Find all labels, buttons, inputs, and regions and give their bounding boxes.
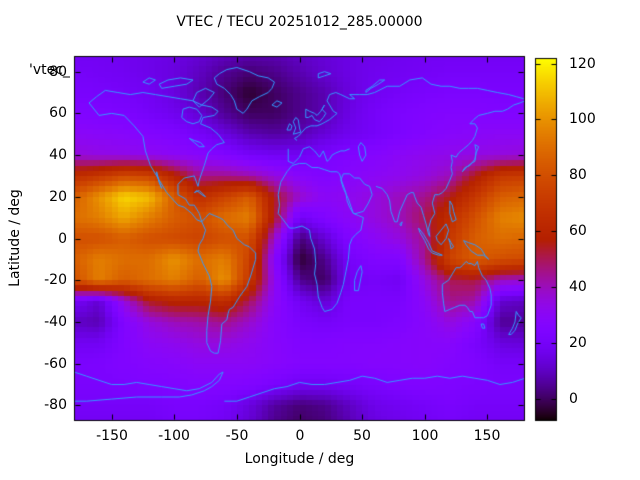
y-tick-label: -80 [44,397,67,413]
y-tick-label: -60 [44,356,67,372]
y-tick-label: -40 [44,314,67,330]
y-tick-label: 80 [49,64,67,80]
colorbar-tick-label: 20 [569,335,587,351]
x-tick-label: 100 [411,428,439,444]
legend-key-text: 'vtec_ [29,62,70,78]
colorbar-tick-label: 60 [569,223,587,239]
plot-area [74,56,525,421]
x-tick-label: 0 [295,428,305,444]
x-tick-label: -150 [96,428,128,444]
x-tick-label: 50 [353,428,371,444]
y-tick-label: 20 [49,189,67,205]
colorbar [535,58,557,421]
x-tick-label: -50 [225,428,249,444]
colorbar-tick-label: 40 [569,279,587,295]
colorbar-tick-label: 120 [569,56,596,72]
x-tick-label: -100 [158,428,190,444]
plot-title: VTEC / TECU 20251012_285.00000 [176,14,423,30]
y-tick-label: 60 [49,105,67,121]
colorbar-tick-label: 0 [569,391,578,407]
y-tick-label: 40 [49,147,67,163]
y-tick-label: -20 [44,272,67,288]
x-tick-label: 150 [473,428,501,444]
y-tick-label: 0 [58,231,67,247]
colorbar-tick-label: 80 [569,167,587,183]
colorbar-tick-label: 100 [569,111,596,127]
x-axis-label: Longitude / deg [244,451,355,467]
